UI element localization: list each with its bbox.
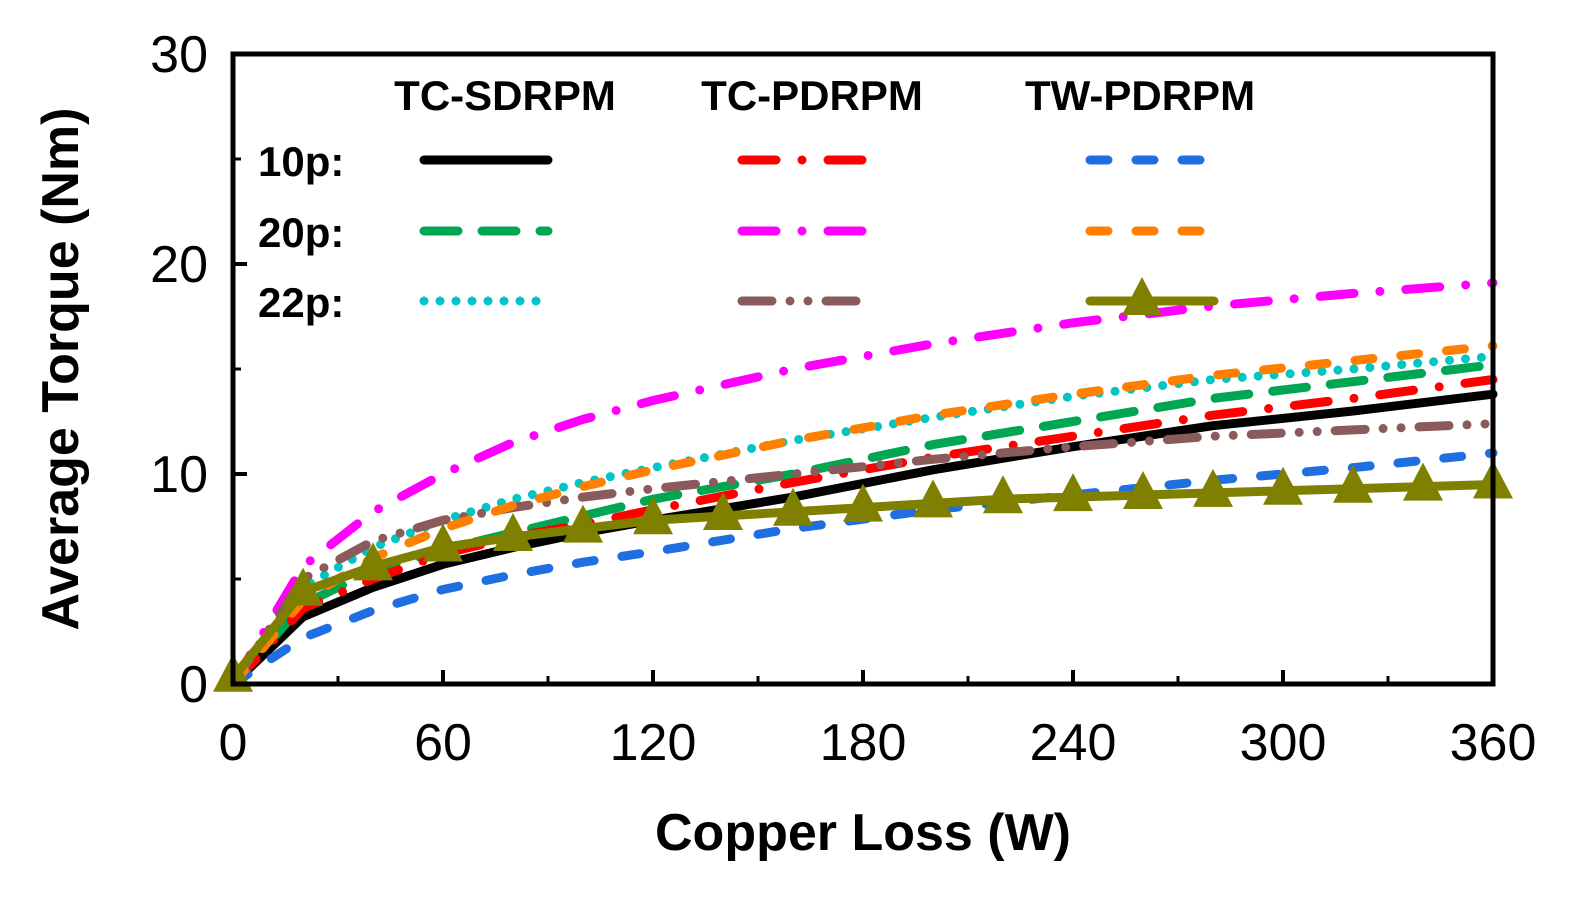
series-marker-tw-pdrpm-22p [1193, 468, 1233, 507]
series-marker-tw-pdrpm-22p [703, 492, 743, 530]
series-marker-tw-pdrpm-22p [1403, 462, 1443, 501]
series-marker-tw-pdrpm-22p [283, 567, 323, 606]
series-marker-tw-pdrpm-22p [843, 483, 883, 522]
series-marker-tw-pdrpm-22p [423, 523, 463, 562]
ticks-layer: 0 60 120 180 240 300 360 0 10 20 30 [150, 26, 1536, 772]
x-tick-label: 300 [1240, 714, 1327, 772]
legend-marker-tw-pdrpm-22p [1122, 277, 1162, 315]
x-axis-title: Copper Loss (W) [655, 804, 1071, 862]
y-tick-label: 30 [150, 26, 208, 84]
x-tick-label: 60 [414, 714, 472, 772]
series-marker-tw-pdrpm-22p [563, 504, 603, 543]
x-tick-label: 180 [820, 714, 907, 772]
y-tick-label: 20 [150, 236, 208, 294]
series-marker-tw-pdrpm-22p [913, 479, 953, 518]
series-marker-tw-pdrpm-22p [1263, 466, 1303, 505]
x-tick-label: 120 [610, 714, 697, 772]
legend-row-label: 22p: [258, 279, 344, 326]
x-tick-label: 240 [1030, 714, 1117, 772]
series-marker-tw-pdrpm-22p [1123, 471, 1163, 509]
series-marker-tw-pdrpm-22p [773, 487, 813, 526]
legend-column-header: TC-PDRPM [701, 72, 923, 119]
legend-row-label: 20p: [258, 209, 344, 256]
series-marker-tw-pdrpm-22p [983, 475, 1023, 514]
series-line-tc-sdrpm-22p [228, 351, 1498, 689]
series-line-tc-pdrpm-20p [228, 278, 1498, 689]
series-marker-tw-pdrpm-22p [1333, 464, 1373, 503]
y-tick-label: 10 [150, 446, 208, 504]
legend-column-header: TW-PDRPM [1025, 72, 1255, 119]
legend-column-header: TC-SDRPM [394, 72, 616, 119]
x-tick-label: 360 [1450, 714, 1537, 772]
series-marker-tw-pdrpm-22p [353, 542, 393, 581]
series-marker-tw-pdrpm-22p [633, 496, 673, 535]
series-layer [213, 278, 1513, 692]
y-axis-title: Average Torque (Nm) [32, 108, 90, 631]
series-marker-tw-pdrpm-22p [493, 513, 533, 551]
legend: TC-SDRPM TC-PDRPM TW-PDRPM 10p: 20p: 22p: [258, 72, 1255, 326]
x-tick-label: 0 [219, 714, 248, 772]
legend-row-label: 10p: [258, 138, 344, 185]
series-line-tc-pdrpm-22p [228, 419, 1498, 689]
y-tick-label: 0 [179, 656, 208, 714]
series-marker-tw-pdrpm-22p [1053, 473, 1093, 512]
